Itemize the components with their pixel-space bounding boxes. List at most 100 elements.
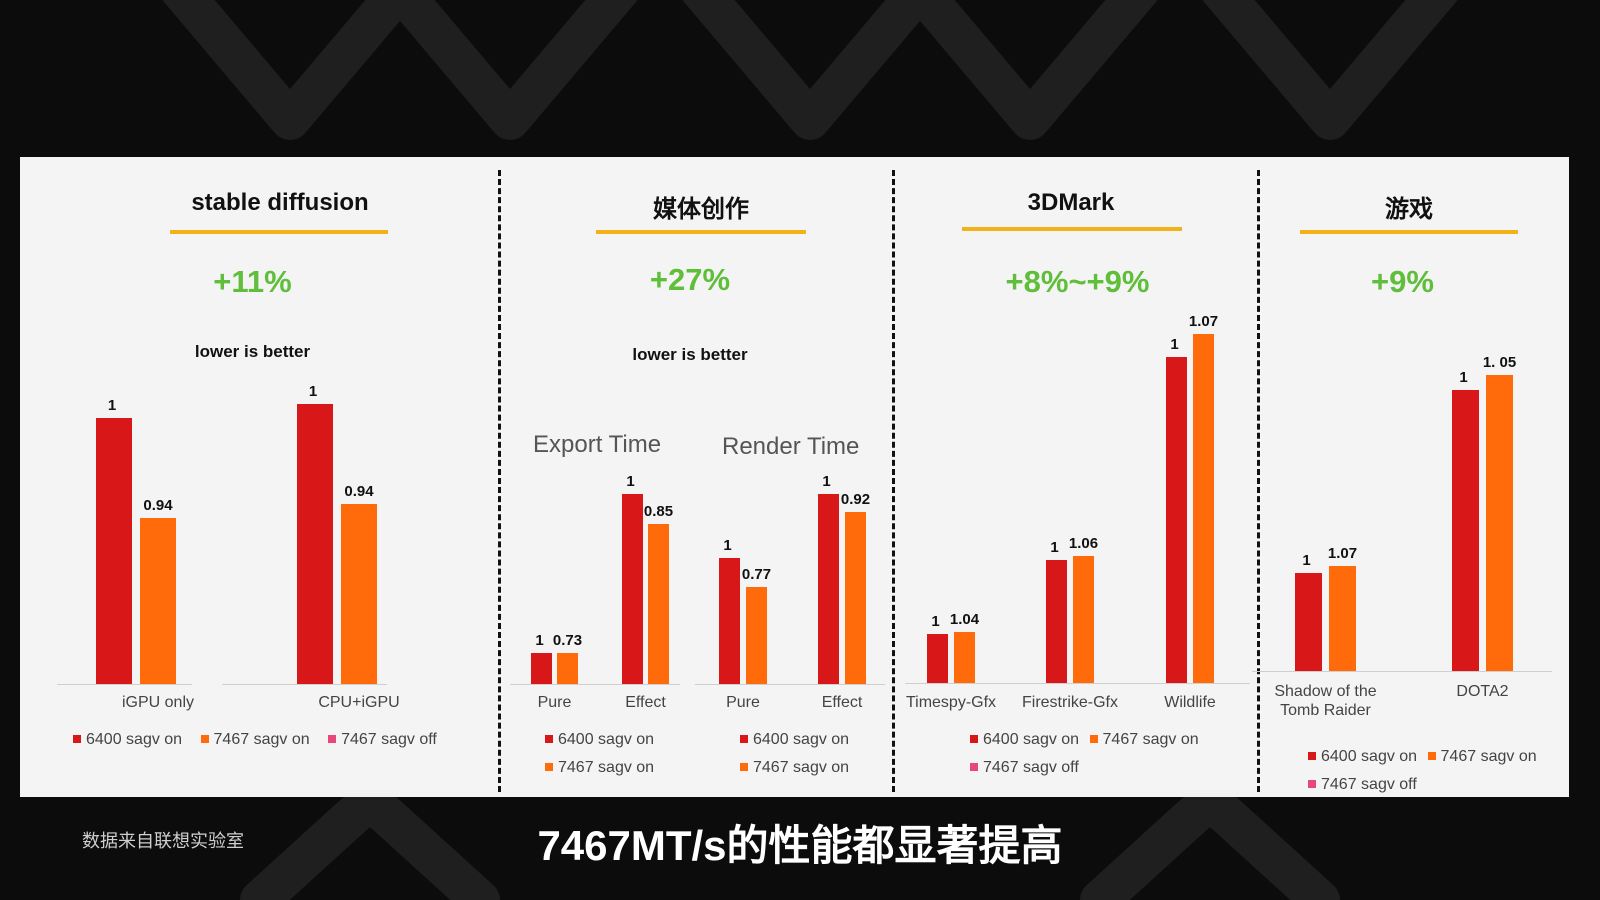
- category-label: Pure: [726, 694, 760, 711]
- improvement-percent-games: +9%: [1371, 264, 1434, 299]
- legend-swatch-red: [545, 735, 553, 743]
- title-underline: [170, 230, 388, 234]
- lower-is-better-note: lower is better: [194, 342, 311, 361]
- bar-value-label: 1.07: [1188, 313, 1219, 330]
- bar-orange: [1329, 566, 1356, 671]
- bar-red: [927, 634, 948, 683]
- bar-value-label: 0.94: [143, 497, 173, 514]
- subhead-render-time: Render Time: [722, 433, 860, 460]
- legend-swatch-orange: [1089, 735, 1098, 743]
- legend-3dmark: 6400 sagv on 7467 sagv on 7467 sagv off: [970, 731, 1199, 777]
- legend-item: 6400 sagv on: [1308, 748, 1417, 765]
- bar-value-label: 1: [308, 383, 318, 400]
- bar-orange: [954, 632, 975, 683]
- bar-red: [297, 404, 333, 684]
- axis-baseline: [695, 684, 885, 685]
- legend-label: 7467 sagv on: [558, 759, 655, 776]
- legend-swatch-pink: [1308, 780, 1316, 788]
- axis-baseline: [57, 684, 192, 685]
- bar-red: [719, 558, 740, 684]
- legend-games: 6400 sagv on 7467 sagv on 7467 sagv off: [1308, 748, 1537, 794]
- bar-value-label: 1: [1302, 552, 1311, 569]
- legend-label: 7467 sagv off: [1321, 776, 1417, 793]
- legend-swatch-orange: [545, 763, 553, 771]
- axis-baseline: [222, 684, 387, 685]
- bar-orange: [341, 504, 377, 684]
- bar-orange: [1486, 375, 1513, 671]
- legend-label: 6400 sagv on: [1321, 748, 1418, 765]
- bar-value-label: 1: [723, 537, 732, 554]
- bar-value-label: 1: [1170, 336, 1179, 353]
- legend-item: 7467 sagv on: [545, 759, 654, 777]
- legend-stable-diffusion: 6400 sagv on 7467 sagv on 7467 sagv off: [73, 731, 451, 749]
- legend-item: 7467 sagv off: [970, 759, 1199, 777]
- category-label: CPU+iGPU: [318, 694, 400, 711]
- section-title-3dmark: 3DMark: [1027, 189, 1115, 216]
- section-title-games: 游戏: [1385, 196, 1433, 223]
- lower-is-better-note: lower is better: [632, 345, 748, 364]
- bar-red: [1046, 560, 1067, 683]
- bar-value-label: 0.73: [552, 632, 583, 649]
- bar-orange: [845, 512, 866, 684]
- bar-red: [622, 494, 643, 684]
- legend-item: 6400 sagv on: [740, 731, 849, 749]
- legend-label: 7467 sagv on: [1440, 748, 1537, 765]
- title-underline: [962, 227, 1182, 231]
- category-label: Shadow of the Tomb Raider: [1274, 683, 1377, 719]
- bar-value-label: 1.07: [1327, 545, 1358, 562]
- video-subtitle: 7467MT/s的性能都显著提高: [537, 822, 1063, 869]
- subhead-export-time: Export Time: [533, 431, 662, 458]
- legend-swatch-red: [740, 735, 748, 743]
- category-label: iGPU only: [121, 694, 195, 711]
- bar-red: [1452, 390, 1479, 671]
- category-label: Pure: [537, 694, 572, 711]
- bar-value-label: 0.85: [643, 503, 674, 520]
- bar-value-label: 1: [1050, 539, 1059, 556]
- bar-value-label: 1: [1459, 369, 1468, 386]
- bar-orange: [746, 587, 767, 684]
- axis-baseline: [905, 683, 1250, 684]
- legend-label: 7467 sagv off: [341, 731, 437, 748]
- section-title-stable-diffusion: stable diffusion: [191, 189, 369, 216]
- legend-swatch-pink: [970, 763, 978, 771]
- improvement-percent-3dmark: +8%~+9%: [1005, 264, 1150, 299]
- legend-row: 6400 sagv on 7467 sagv on: [1308, 748, 1537, 766]
- bar-red: [96, 418, 132, 684]
- bar-value-label: 1: [931, 613, 940, 630]
- legend-item: 7467 sagv on: [740, 759, 849, 777]
- bar-value-label: 0.92: [840, 491, 871, 508]
- legend-label: 6400 sagv on: [753, 731, 850, 748]
- bar-red: [1295, 573, 1322, 671]
- legend-item: 7467 sagv on: [200, 731, 310, 748]
- bar-orange: [648, 524, 669, 684]
- improvement-percent-sd: +11%: [213, 264, 292, 299]
- legend-swatch-red: [73, 735, 81, 743]
- legend-label: 7467 sagv off: [983, 759, 1079, 776]
- data-source-credit: 数据来自联想实验室: [82, 831, 244, 851]
- legend-swatch-red: [1308, 752, 1316, 760]
- axis-baseline: [510, 684, 680, 685]
- legend-item: 7467 sagv on: [1089, 731, 1199, 748]
- section-divider: [1257, 170, 1260, 792]
- category-label: Effect: [821, 694, 863, 711]
- bar-red: [818, 494, 839, 684]
- legend-item: 6400 sagv on: [970, 731, 1079, 748]
- title-underline: [1300, 230, 1518, 234]
- section-divider: [498, 170, 501, 792]
- legend-label: 6400 sagv on: [558, 731, 655, 748]
- bar-value-label: 1.06: [1068, 535, 1099, 552]
- legend-item: 7467 sagv on: [1427, 748, 1537, 765]
- legend-item: 6400 sagv on: [73, 731, 182, 748]
- axis-baseline: [1252, 671, 1552, 672]
- legend-row: 6400 sagv on 7467 sagv on: [970, 731, 1199, 749]
- legend-label: 7467 sagv on: [1102, 731, 1199, 748]
- legend-swatch-orange: [200, 735, 209, 743]
- legend-swatch-orange: [740, 763, 748, 771]
- bar-orange: [1073, 556, 1094, 683]
- legend-swatch-orange: [1427, 752, 1436, 760]
- legend-label: 7467 sagv on: [213, 731, 310, 748]
- bar-value-label: 0.77: [741, 566, 772, 583]
- section-divider: [892, 170, 895, 792]
- bar-value-label: 1.04: [949, 611, 980, 628]
- bar-red: [531, 653, 552, 684]
